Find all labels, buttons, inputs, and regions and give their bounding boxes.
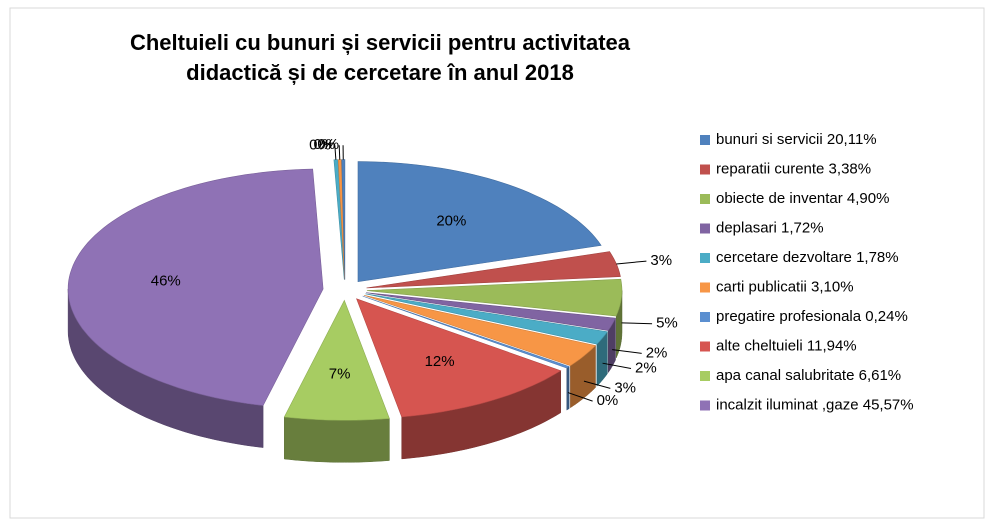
slice (366, 251, 621, 289)
legend-swatch (700, 135, 710, 145)
legend-swatch (700, 341, 710, 352)
data-label: 0% (317, 136, 339, 153)
leader-line (602, 362, 632, 369)
legend-swatch (700, 371, 710, 381)
legend-swatch (700, 312, 710, 322)
legend-swatch (700, 282, 710, 293)
legend-label: incalzit iluminat ,gaze 45,57% (716, 396, 914, 413)
data-label: 3% (614, 379, 636, 396)
legend-swatch (700, 164, 710, 175)
legend-label: cercetare dezvoltare 1,78% (716, 249, 899, 266)
leader-line (334, 145, 337, 160)
leader-line (616, 260, 647, 265)
data-label: 20% (436, 213, 466, 230)
data-label: 5% (656, 315, 678, 332)
data-label: 2% (646, 344, 668, 361)
legend-label: reparatii curente 3,38% (716, 160, 871, 177)
slice (283, 299, 390, 421)
legend-swatch (700, 253, 710, 263)
chart-title: Cheltuieli cu bunuri și servicii pentru … (129, 30, 631, 85)
legend-swatch (700, 223, 710, 234)
slice-side (284, 416, 390, 463)
data-label: 3% (650, 252, 672, 269)
legend-label: deplasari 1,72% (716, 219, 824, 236)
data-label: 46% (151, 273, 181, 290)
slice-walls (67, 288, 623, 463)
slice (362, 295, 570, 369)
leader-line (583, 380, 611, 389)
data-label: 12% (425, 353, 455, 370)
data-label: 0% (597, 392, 619, 409)
legend-label: obiecte de inventar 4,90% (716, 190, 889, 207)
slice (67, 168, 324, 406)
legend-label: carti publicatii 3,10% (716, 278, 854, 295)
leader-line (612, 349, 642, 354)
slice-side (566, 365, 570, 411)
leader-line (338, 145, 341, 160)
data-label: 0% (314, 136, 336, 153)
legend-swatch (700, 194, 710, 204)
data-labels: 20%3%5%2%2%3%0%12%7%46%0%0%0% (151, 136, 678, 409)
data-label: 2% (635, 359, 657, 376)
slice (363, 294, 597, 367)
legend-label: alte cheltuieli 11,94% (716, 337, 857, 354)
slice (357, 161, 602, 282)
legend-label: bunuri si servicii 20,11% (716, 131, 877, 148)
data-label: 0% (309, 136, 331, 153)
legend-swatch (700, 400, 710, 411)
data-label: 7% (329, 366, 351, 383)
leader-line (621, 322, 653, 325)
legend-label: pregatire profesionala 0,24% (716, 308, 908, 325)
slice (366, 292, 616, 331)
slice-tops (67, 159, 623, 421)
leader-line (567, 392, 593, 402)
slice (365, 293, 608, 345)
slice (366, 278, 623, 317)
slice (356, 298, 562, 418)
legend-label: apa canal salubritate 6,61% (716, 367, 901, 384)
